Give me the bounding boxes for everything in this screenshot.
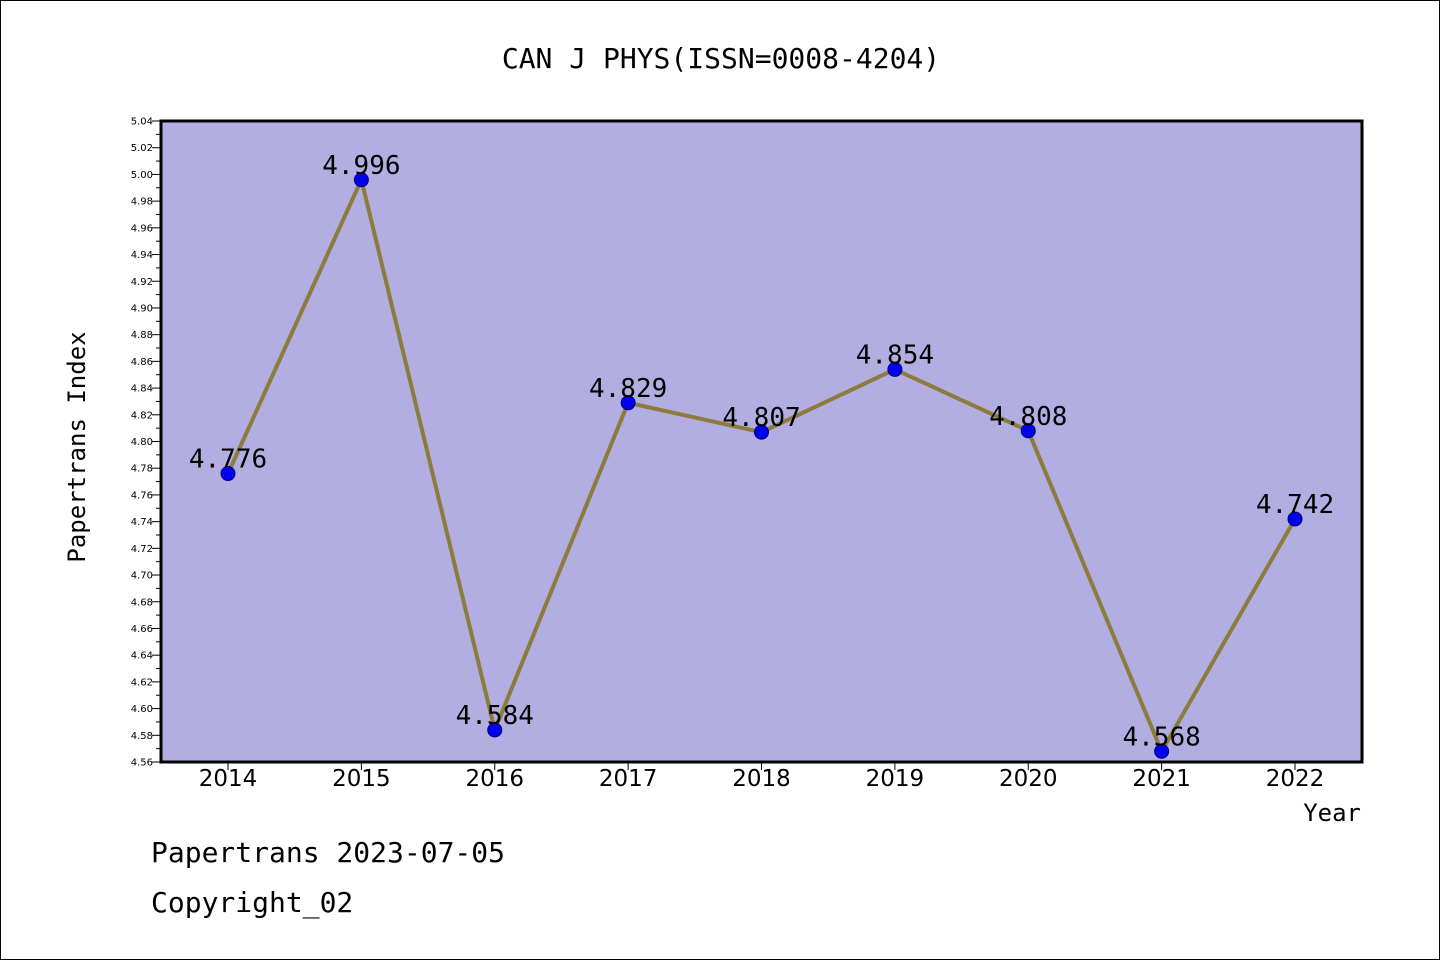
y-tick-label: 5.04 — [131, 117, 153, 128]
plot-area — [161, 121, 1362, 762]
data-point — [487, 722, 503, 738]
data-point — [887, 361, 903, 377]
x-tick-label: 2019 — [866, 766, 925, 792]
y-tick-label: 4.62 — [131, 677, 153, 688]
data-label: 4.854 — [856, 340, 934, 370]
y-tick-label: 4.56 — [131, 758, 153, 769]
x-tick-label: 2018 — [732, 766, 791, 792]
x-tick-label: 2014 — [199, 766, 258, 792]
y-tick-label: 4.86 — [131, 357, 153, 368]
data-point — [353, 172, 369, 188]
y-tick-label: 4.94 — [131, 250, 153, 261]
y-tick-label: 4.92 — [131, 277, 153, 288]
data-label: 4.808 — [989, 402, 1067, 432]
data-point — [620, 395, 636, 411]
y-tick-label: 4.84 — [131, 384, 153, 395]
data-label: 4.829 — [589, 374, 667, 404]
y-tick-label: 4.88 — [131, 330, 153, 341]
data-point — [220, 466, 236, 482]
y-tick-label: 4.98 — [131, 197, 153, 208]
y-tick-label: 4.78 — [131, 464, 153, 475]
x-tick-label: 2016 — [465, 766, 524, 792]
y-tick-label: 4.96 — [131, 223, 153, 234]
y-tick-label: 4.82 — [131, 410, 153, 421]
data-label: 4.996 — [322, 151, 400, 181]
data-point — [1287, 511, 1303, 527]
y-tick-label: 4.66 — [131, 624, 153, 635]
x-tick-label: 2021 — [1132, 766, 1191, 792]
data-label: 4.776 — [189, 445, 267, 475]
data-point — [1154, 743, 1170, 759]
footer-copyright: Copyright_02 — [151, 886, 354, 919]
data-point — [1020, 423, 1036, 439]
y-tick-label: 4.68 — [131, 597, 153, 608]
y-tick-label: 5.02 — [131, 143, 153, 154]
x-axis-label: Year — [1303, 799, 1361, 827]
data-label: 4.568 — [1122, 722, 1200, 752]
y-tick-label: 4.72 — [131, 544, 153, 555]
y-tick-label: 4.90 — [131, 303, 153, 314]
chart-title: CAN J PHYS(ISSN=0008-4204) — [502, 42, 940, 75]
x-tick-label: 2020 — [999, 766, 1058, 792]
y-tick-label: 5.00 — [131, 170, 153, 181]
data-point — [754, 424, 769, 440]
plot-frame — [159, 119, 1364, 764]
y-tick-label: 4.80 — [131, 437, 153, 448]
x-tick-label: 2015 — [332, 766, 391, 792]
y-tick-label: 4.58 — [131, 731, 153, 742]
y-axis-label: Papertrans Index — [63, 331, 91, 562]
data-label: 4.742 — [1256, 490, 1334, 520]
y-tick-label: 4.74 — [131, 517, 153, 528]
data-label: 4.807 — [722, 403, 800, 433]
y-tick-label: 4.64 — [131, 651, 153, 662]
x-tick-label: 2022 — [1266, 766, 1325, 792]
y-tick-label: 4.60 — [131, 704, 153, 715]
x-tick-label: 2017 — [599, 766, 658, 792]
y-tick-label: 4.76 — [131, 490, 153, 501]
data-label: 4.584 — [456, 701, 534, 731]
footer-date: Papertrans 2023-07-05 — [151, 836, 506, 869]
y-tick-label: 4.70 — [131, 571, 153, 582]
